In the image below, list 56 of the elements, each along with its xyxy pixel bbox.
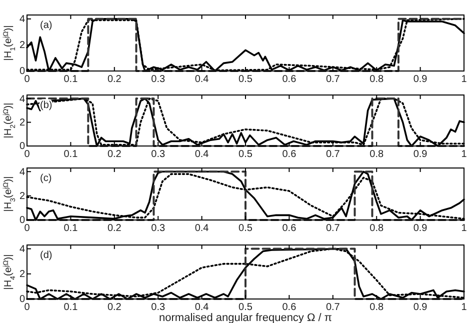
x-tick-label: 0.9: [413, 302, 428, 314]
x-tick-label: 0.3: [151, 149, 166, 160]
x-tick-label: 0.2: [107, 149, 122, 160]
x-tick-label: 0.2: [107, 302, 122, 314]
x-tick-label: 0.4: [194, 302, 210, 314]
x-tick-label: 0.6: [282, 149, 297, 160]
x-tick-label: 0.7: [326, 74, 340, 86]
x-tick-label: 0.3: [151, 74, 166, 86]
x-tick-label: 0.7: [326, 302, 340, 314]
x-tick-label: 1: [461, 149, 468, 160]
x-tick-label: 0.5: [238, 149, 253, 160]
x-tick-label: 0.7: [326, 149, 340, 160]
x-tick-label: 0.4: [194, 74, 210, 86]
y-tick-label: 0: [19, 66, 26, 78]
y-tick-label: 2: [19, 40, 26, 52]
y-tick-label: 4: [19, 244, 26, 255]
x-tick-label: 1: [461, 223, 468, 234]
x-tick-label: 0.1: [64, 302, 78, 314]
y-tick-label: 0: [19, 294, 26, 306]
x-tick-label: 0.6: [282, 223, 297, 234]
y-tick-label: 0: [19, 215, 26, 226]
x-tick-label: 0.9: [413, 149, 428, 160]
x-tick-label: 0.1: [64, 223, 78, 234]
y-tick-label: 2: [19, 269, 26, 280]
x-tick-label: 0.4: [194, 149, 210, 160]
x-tick-label: 0.6: [282, 74, 297, 86]
annotation: (a): [40, 20, 52, 31]
x-tick-label: 0.9: [413, 74, 428, 86]
x-tick-label: 0.8: [370, 149, 384, 160]
y-tick-label: 2: [19, 117, 26, 128]
annotation: (d): [40, 250, 52, 261]
x-tick-label: 0.5: [238, 223, 253, 234]
x-tick-label: 0.8: [370, 223, 384, 234]
x-tick-label: 0.5: [238, 74, 253, 86]
x-tick-label: 1: [461, 74, 468, 86]
x-tick-label: 0.1: [64, 74, 78, 86]
y-tick-label: 4: [19, 166, 26, 178]
x-tick-label: 0.2: [107, 223, 122, 234]
x-tick-label: 0.1: [64, 149, 78, 160]
x-tick-label: 0.9: [413, 223, 428, 234]
annotation: (c): [40, 173, 52, 184]
x-tick-label: 0.7: [326, 223, 340, 234]
x-axis-title: normalised angular frequency Ω / π: [159, 312, 332, 323]
x-tick-label: 0.5: [238, 302, 253, 314]
y-tick-label: 4: [19, 14, 26, 26]
x-tick-label: 0.2: [107, 74, 122, 86]
x-tick-label: 0.3: [151, 302, 166, 314]
x-tick-label: 0.6: [282, 302, 297, 314]
x-tick-label: 0.8: [370, 302, 384, 314]
y-tick-label: 4: [19, 94, 26, 105]
y-tick-label: 2: [19, 191, 26, 202]
x-tick-label: 0.4: [194, 223, 210, 234]
y-tick-label: 0: [19, 141, 26, 152]
x-tick-label: 1: [461, 302, 468, 314]
x-tick-label: 0.8: [370, 74, 384, 86]
x-tick-label: 0.3: [151, 223, 166, 234]
